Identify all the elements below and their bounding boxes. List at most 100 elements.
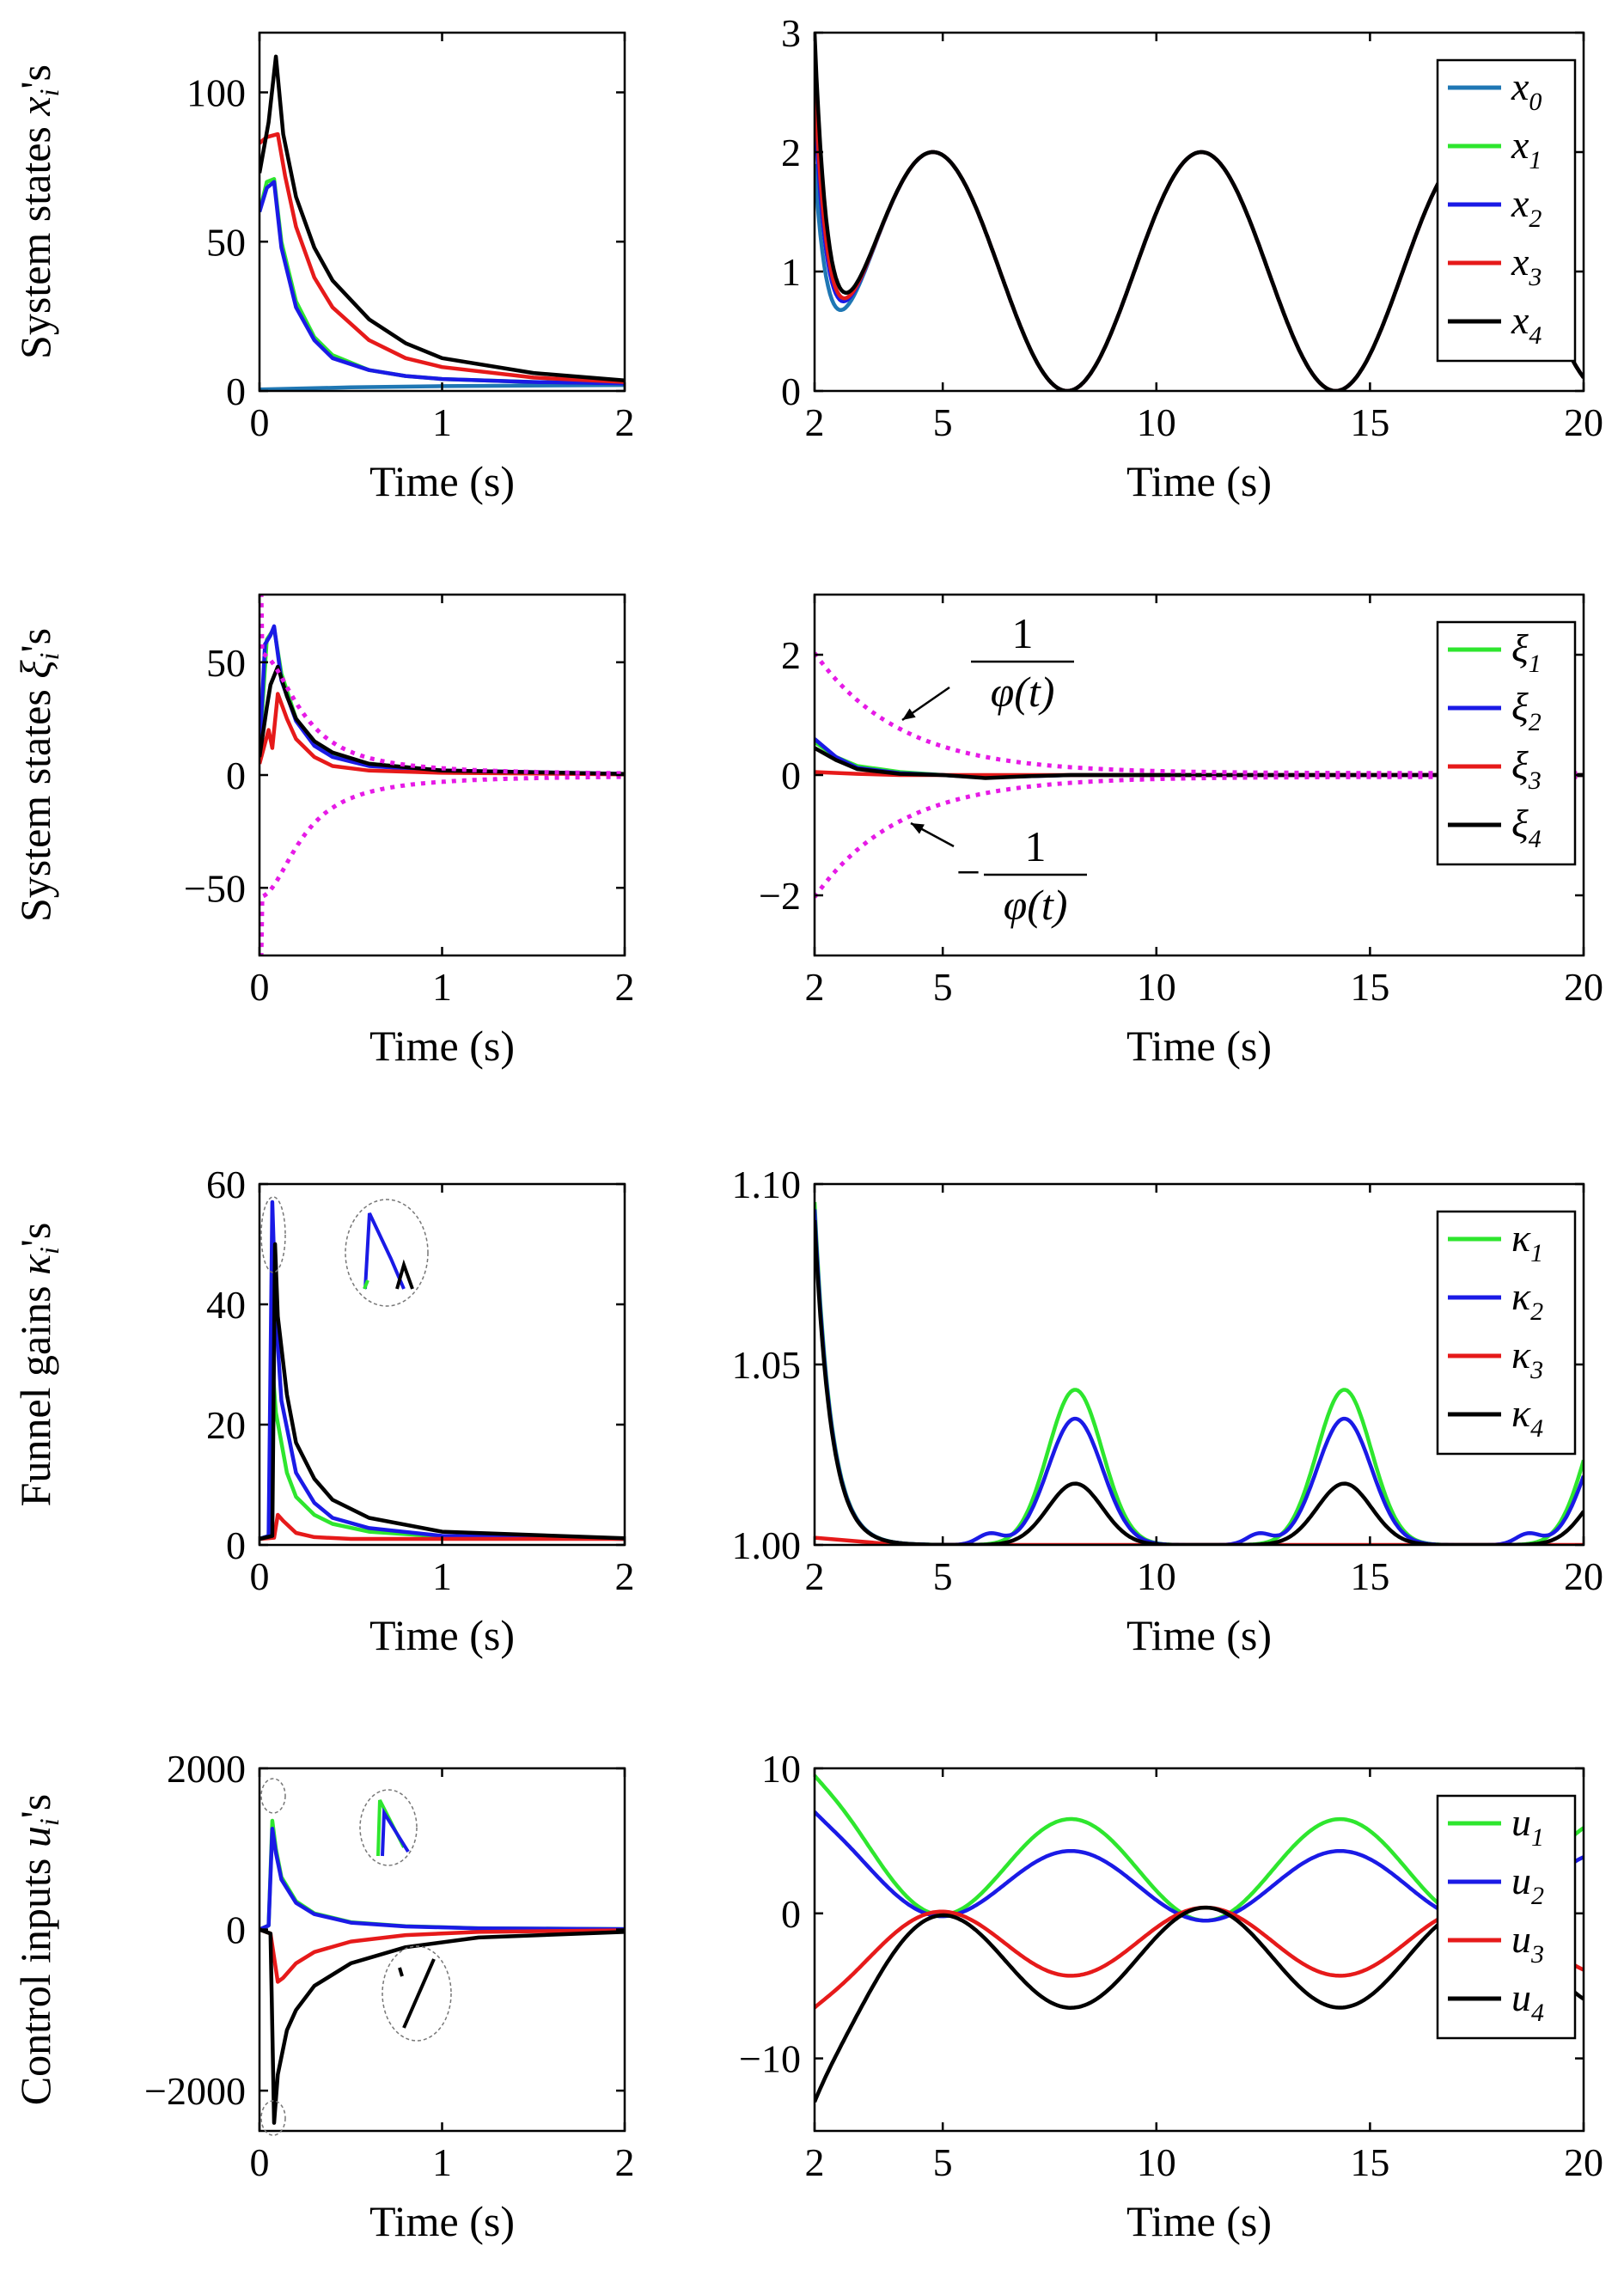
annotation-neg-bound: −1 φ(t) xyxy=(910,821,1087,929)
y-axis-label: System states xi's xyxy=(11,64,64,359)
series-line-2 xyxy=(259,1512,625,1541)
y-tick-label: 0 xyxy=(226,1908,246,1952)
legend-entry: ξ3 xyxy=(1511,743,1542,795)
legend: κ1 κ2 κ3 κ4 xyxy=(1436,1210,1577,1456)
x-tick-label: 1 xyxy=(432,400,452,444)
x-tick-label: 10 xyxy=(1137,2140,1176,2184)
y-tick-label: 3 xyxy=(781,11,801,55)
x-tick-label: 1 xyxy=(432,1554,452,1598)
series-line-2 xyxy=(259,692,625,777)
annotation-arrowhead xyxy=(902,708,916,720)
legend-entry: κ3 xyxy=(1511,1333,1543,1384)
y-tick-label: 0 xyxy=(781,369,801,413)
y-tick-label: 0 xyxy=(226,1523,246,1567)
x-tick-label: 5 xyxy=(933,1554,953,1598)
y-tick-label: 10 xyxy=(761,1747,801,1791)
series-line-0 xyxy=(259,1362,625,1541)
series-line-0 xyxy=(259,382,625,391)
annotation-sign: − xyxy=(956,848,980,896)
y-tick-label: −2 xyxy=(759,874,801,918)
y-tick-label: 2000 xyxy=(167,1747,246,1791)
y-tick-label: 1 xyxy=(781,250,801,294)
legend-box xyxy=(1436,620,1577,866)
y-tick-label: 1.10 xyxy=(732,1163,802,1206)
y-axis-label: Funnel gains κi's xyxy=(11,1223,64,1507)
legend: ξ1 ξ2 ξ3 ξ4 xyxy=(1436,620,1577,866)
series-group xyxy=(259,1200,625,1541)
x-tick-label: 15 xyxy=(1350,1554,1389,1598)
panel-p3r: 2 5 10 15 20 1.00 1.05 1.10 Time (s) κ1 κ2 κ3 κ4 xyxy=(732,1163,1604,1659)
y-tick-label: 0 xyxy=(781,754,801,797)
series-line-3 xyxy=(259,131,625,384)
axes-frame xyxy=(258,1767,626,2133)
annotation-numerator: 1 xyxy=(1012,609,1034,657)
x-tick-label: 15 xyxy=(1350,400,1389,444)
x-axis-label: Time (s) xyxy=(369,2197,515,2245)
y-axis-label: System states ξi's xyxy=(11,628,64,922)
series-line-0 xyxy=(259,626,625,776)
legend-entry: x2 xyxy=(1511,181,1542,233)
y-tick-label: 0 xyxy=(226,369,246,413)
series-line-5 xyxy=(259,774,625,955)
y-tick-label: 2 xyxy=(781,633,801,677)
x-axis-label: Time (s) xyxy=(369,1022,515,1070)
axes-frame xyxy=(258,1182,626,1547)
y-tick-label: 50 xyxy=(206,220,246,264)
x-tick-label: 10 xyxy=(1137,400,1176,444)
y-tick-label: 100 xyxy=(186,71,246,115)
legend-entry: κ2 xyxy=(1511,1274,1543,1326)
legend-entry: x1 xyxy=(1511,123,1542,174)
x-tick-label: 0 xyxy=(250,400,270,444)
x-tick-label: 15 xyxy=(1350,965,1389,1009)
panel-p1l: 0 1 2 0 50 100 Time (s) System states xi's xyxy=(11,31,635,505)
series-group xyxy=(259,595,625,955)
axes-frame xyxy=(813,1767,1585,2133)
legend-entry: u2 xyxy=(1511,1859,1544,1910)
x-axis-label: Time (s) xyxy=(369,457,515,505)
x-tick-label: 1 xyxy=(432,2140,452,2184)
panel-p1r: 2 5 10 15 20 0 1 2 3 Time (s) x0 x1 x2 x3 x4 xyxy=(781,11,1603,505)
y-tick-label: 60 xyxy=(206,1163,246,1206)
series-line-3 xyxy=(259,1927,625,2125)
y-tick-label: 2 xyxy=(781,131,801,174)
x-tick-label: 5 xyxy=(933,400,953,444)
series-line-3 xyxy=(815,746,1584,780)
legend-box xyxy=(1436,1210,1577,1456)
x-axis-label: Time (s) xyxy=(1126,457,1272,505)
legend-entry: u3 xyxy=(1511,1917,1544,1969)
x-axis-label: Time (s) xyxy=(369,1611,515,1659)
zoom-inset xyxy=(260,1196,429,1307)
x-tick-label: 20 xyxy=(1564,965,1603,1009)
series-line-2 xyxy=(815,1535,1584,1545)
x-axis-label: Time (s) xyxy=(1126,1022,1272,1070)
legend: u1 u2 u3 u4 xyxy=(1436,1794,1577,2040)
legend-box xyxy=(1436,1794,1577,2040)
x-tick-label: 2 xyxy=(615,1554,635,1598)
x-tick-label: 5 xyxy=(933,2140,953,2184)
x-tick-label: 15 xyxy=(1350,2140,1389,2184)
series-line-2 xyxy=(259,1927,625,1984)
legend-entry: u1 xyxy=(1511,1800,1544,1852)
x-tick-label: 2 xyxy=(615,965,635,1009)
panel-p2l: 0 1 2 −50 0 50 Time (s) System states ξi's xyxy=(11,593,635,1070)
series-line-1 xyxy=(259,1200,625,1541)
series-line-4 xyxy=(259,54,625,383)
legend-entry: κ1 xyxy=(1511,1216,1543,1267)
x-tick-label: 2 xyxy=(805,400,825,444)
legend-entry: x0 xyxy=(1511,64,1542,116)
x-tick-label: 10 xyxy=(1137,965,1176,1009)
x-tick-label: 0 xyxy=(250,965,270,1009)
series-line-2 xyxy=(259,180,625,386)
x-axis-label: Time (s) xyxy=(1126,2197,1272,2245)
x-tick-label: 20 xyxy=(1564,400,1603,444)
y-tick-label: −2000 xyxy=(144,2069,246,2113)
series-group xyxy=(259,1818,625,2125)
series-group xyxy=(815,651,1584,899)
legend: x0 x1 x2 x3 x4 xyxy=(1436,58,1577,363)
legend-entry: ξ1 xyxy=(1511,626,1542,678)
y-tick-label: 1.00 xyxy=(732,1523,802,1567)
